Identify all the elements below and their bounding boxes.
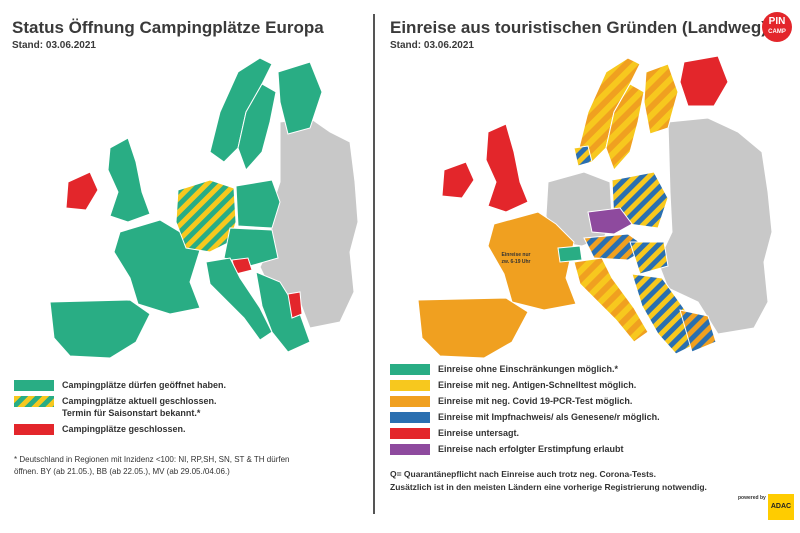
map-finland	[277, 61, 323, 135]
legend-label: Einreise mit Impfnachweis/ als Genesene/…	[438, 412, 660, 422]
adac-logo: ADAC	[768, 494, 794, 520]
panel-divider	[373, 14, 375, 514]
left-panel: Status Öffnung Campingplätze Europa Stan…	[0, 0, 372, 533]
map-poland	[235, 179, 281, 229]
left-map	[49, 57, 359, 359]
map-ireland	[65, 171, 99, 211]
legend-label-line2: Termin für Saisonstart bekannt.*	[62, 408, 201, 418]
map-albania	[287, 291, 303, 319]
quarantine-note: Q= Quarantänepflicht nach Einreise auch …	[390, 468, 707, 494]
legend-swatch-green	[390, 364, 430, 375]
right-legend: Einreise ohne Einschränkungen möglich.* …	[390, 362, 790, 458]
legend-item: Campingplätze dürfen geöffnet haben.	[14, 378, 364, 394]
legend-label: Einreise ohne Einschränkungen möglich.*	[438, 364, 619, 374]
map-france	[113, 219, 201, 315]
legend-label: Einreise untersagt.	[438, 428, 520, 438]
legend-swatch-orange	[390, 396, 430, 407]
legend-item: Campingplätze geschlossen.	[14, 422, 364, 438]
legend-item: Einreise nach erfolgter Erstimpfung erla…	[390, 442, 790, 458]
left-date: Stand: 03.06.2021	[12, 40, 96, 51]
quarantine-line2: Zusätzlich ist in den meisten Ländern ei…	[390, 482, 707, 492]
map-label-line1: Einreise nur	[502, 252, 531, 258]
left-title: Status Öffnung Campingplätze Europa	[12, 18, 324, 37]
logo-line2: CAMP	[768, 29, 786, 35]
map-label-line2: zw. 6-19 Uhr	[502, 259, 531, 265]
map-central	[223, 227, 279, 267]
legend-label: Campingplätze dürfen geöffnet haben.	[62, 380, 227, 390]
right-title: Einreise aus touristischen Gründen (Land…	[390, 18, 767, 37]
map-finland	[643, 63, 679, 135]
left-footnote: * Deutschland in Regionen mit Inzidenz <…	[14, 454, 364, 478]
footnote-line1: * Deutschland in Regionen mit Inzidenz <…	[14, 455, 290, 464]
legend-swatch-red	[14, 424, 54, 435]
legend-swatch-yellow	[390, 380, 430, 391]
right-date: Stand: 03.06.2021	[390, 40, 474, 51]
legend-item: Einreise mit neg. Antigen-Schnelltest mö…	[390, 378, 790, 394]
legend-swatch-purple	[390, 444, 430, 455]
map-france	[487, 211, 577, 311]
legend-item: Campingplätze aktuell geschlossen. Termi…	[14, 394, 364, 422]
left-legend: Campingplätze dürfen geöffnet haben. Cam…	[14, 378, 364, 438]
quarantine-line1: Q= Quarantänepflicht nach Einreise auch …	[390, 469, 656, 479]
legend-label: Campingplätze geschlossen.	[62, 424, 186, 434]
legend-item: Einreise ohne Einschränkungen möglich.*	[390, 362, 790, 378]
right-map: Einreise nur zw. 6-19 Uhr	[417, 55, 773, 359]
legend-item: Einreise mit Impfnachweis/ als Genesene/…	[390, 410, 790, 426]
map-denmark	[573, 145, 593, 167]
legend-swatch-striped	[14, 396, 54, 407]
map-ireland	[441, 161, 475, 199]
legend-label: Campingplätze aktuell geschlossen.	[62, 396, 217, 406]
legend-label: Einreise mit neg. Antigen-Schnelltest mö…	[438, 380, 637, 390]
legend-item: Einreise untersagt.	[390, 426, 790, 442]
legend-swatch-red	[390, 428, 430, 439]
legend-label: Einreise mit neg. Covid 19-PCR-Test mögl…	[438, 396, 633, 406]
map-uk	[107, 137, 151, 223]
map-italy	[205, 257, 273, 341]
legend-swatch-green	[14, 380, 54, 391]
right-panel: Einreise aus touristischen Gründen (Land…	[378, 0, 800, 533]
map-czech	[587, 207, 633, 235]
map-balkans	[255, 271, 311, 353]
legend-label: Einreise nach erfolgter Erstimpfung erla…	[438, 444, 624, 454]
map-uk	[485, 123, 529, 213]
map-russia-north	[679, 55, 729, 107]
footnote-line2: öffnen. BY (ab 21.05.), BB (ab 22.05.), …	[14, 467, 230, 476]
legend-item: Einreise mit neg. Covid 19-PCR-Test mögl…	[390, 394, 790, 410]
powered-by-label: powered by	[738, 495, 766, 501]
pincamp-logo: PIN CAMP	[762, 12, 792, 42]
map-iberia	[417, 297, 529, 359]
logo-line1: PIN	[768, 16, 786, 27]
map-hungary	[629, 241, 669, 275]
map-balkans	[631, 273, 701, 355]
map-switzerland	[557, 245, 583, 263]
map-sweden	[605, 83, 645, 171]
map-italy	[573, 257, 649, 343]
legend-swatch-blue	[390, 412, 430, 423]
map-iberia	[49, 299, 151, 359]
map-greece	[679, 309, 717, 353]
map-sweden	[237, 83, 277, 171]
